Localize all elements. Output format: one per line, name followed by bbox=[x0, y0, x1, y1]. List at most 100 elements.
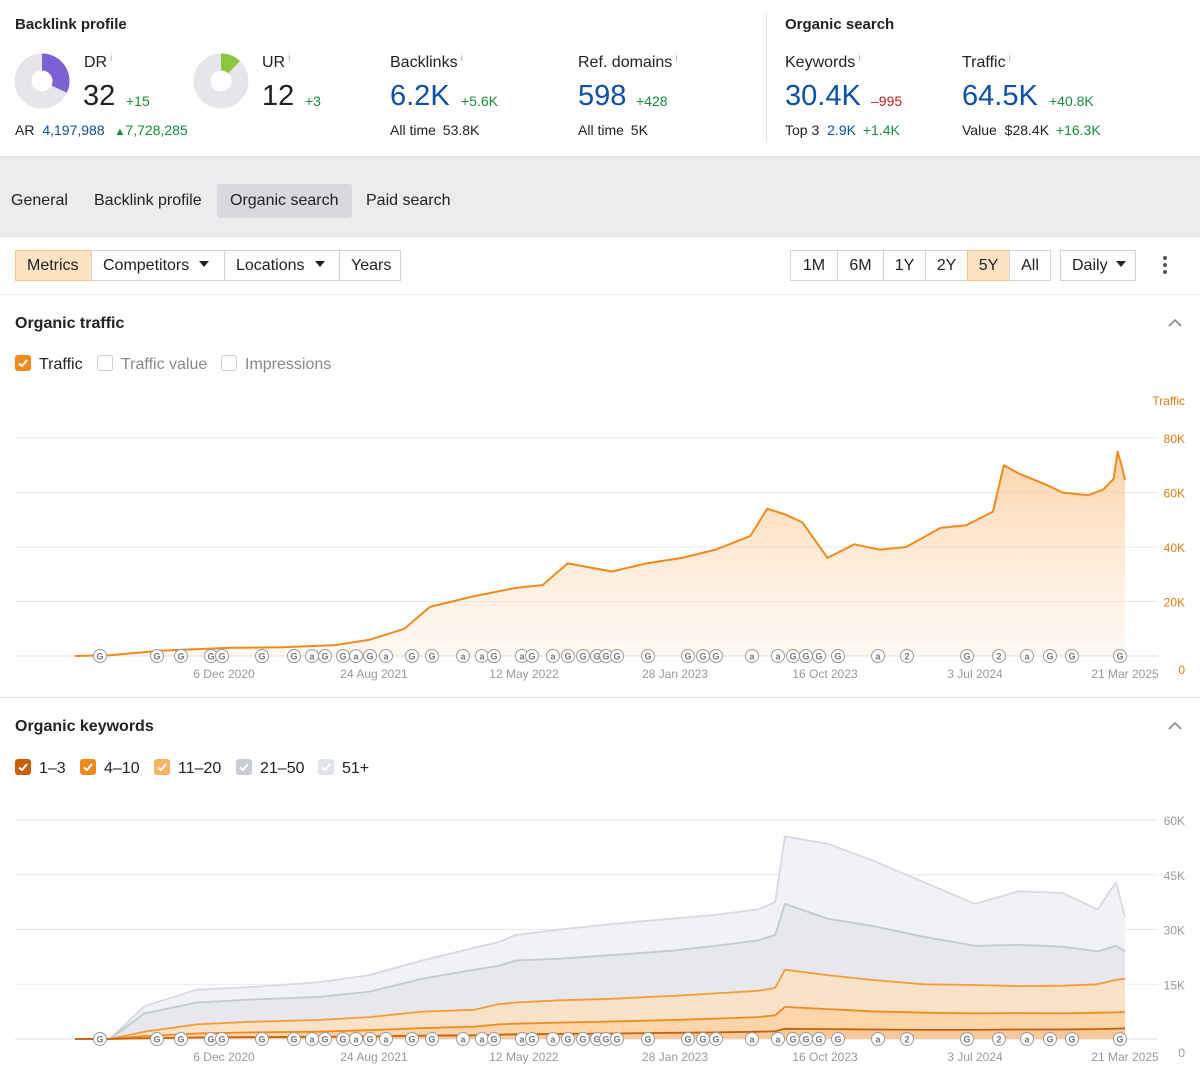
collapse-chevron-icon[interactable] bbox=[1168, 316, 1182, 330]
ar-value[interactable]: 4,197,988 bbox=[42, 122, 105, 138]
range-5y-button[interactable]: 5Y bbox=[967, 250, 1010, 281]
dr-label[interactable]: DR i bbox=[84, 53, 113, 71]
google-update-marker: G bbox=[204, 649, 218, 663]
ahrefs-annotation-marker: a bbox=[1020, 1032, 1034, 1046]
google-update-marker: G bbox=[1065, 1032, 1079, 1046]
range-2y-button[interactable]: 2Y bbox=[925, 250, 968, 281]
traffic-value[interactable]: 64.5K bbox=[962, 80, 1038, 112]
svg-text:2: 2 bbox=[996, 1035, 1001, 1045]
metrics-button[interactable]: Metrics bbox=[15, 250, 92, 281]
google-update-marker: G bbox=[599, 1032, 613, 1046]
google-update-marker: G bbox=[93, 1032, 107, 1046]
legend-traffic-checkbox[interactable]: Traffic bbox=[15, 355, 83, 375]
y-tick-label: 60K bbox=[1164, 814, 1185, 828]
google-update-marker: G bbox=[709, 1032, 723, 1046]
legend-pos-21-50-checkbox[interactable]: 21–50 bbox=[236, 759, 305, 779]
ref-domains-label[interactable]: Ref. domains i bbox=[578, 53, 678, 71]
google-update-marker: G bbox=[487, 1032, 501, 1046]
series-51-plus-line bbox=[75, 835, 1126, 1040]
legend-pos-11-20-checkbox[interactable]: 11–20 bbox=[154, 759, 221, 779]
google-update-marker: G bbox=[576, 649, 590, 663]
ref-domains-value[interactable]: 598 bbox=[578, 80, 627, 112]
y-tick-label: 60K bbox=[1164, 487, 1185, 501]
info-icon[interactable]: i bbox=[858, 53, 861, 64]
svg-text:G: G bbox=[579, 652, 586, 662]
backlinks-label[interactable]: Backlinks i bbox=[390, 53, 463, 71]
range-1m-button[interactable]: 1M bbox=[790, 250, 838, 281]
svg-text:a: a bbox=[353, 1035, 359, 1045]
svg-text:G: G bbox=[815, 1035, 822, 1045]
ar-row: AR 4,197,988 ▲7,728,285 bbox=[15, 122, 188, 138]
tab-organic-search[interactable]: Organic search bbox=[217, 184, 352, 218]
info-icon[interactable]: i bbox=[675, 53, 678, 64]
traffic-line bbox=[74, 450, 1126, 657]
years-button[interactable]: Years bbox=[339, 250, 401, 281]
ahrefs-annotation-marker: a bbox=[456, 649, 470, 663]
range-1y-button[interactable]: 1Y bbox=[883, 250, 926, 281]
tab-paid-search[interactable]: Paid search bbox=[366, 192, 451, 209]
checkbox-checked-icon bbox=[236, 759, 252, 775]
legend-pos-1-3-checkbox[interactable]: 1–3 bbox=[15, 759, 66, 779]
legend-traffic-value-checkbox[interactable]: Traffic value bbox=[97, 355, 207, 375]
google-update-marker: G bbox=[709, 649, 723, 663]
google-update-marker: G bbox=[425, 649, 439, 663]
google-update-marker: G bbox=[336, 649, 350, 663]
granularity-dropdown[interactable]: Daily bbox=[1060, 250, 1136, 281]
svg-text:G: G bbox=[177, 652, 184, 662]
competitors-dropdown[interactable]: Competitors bbox=[91, 250, 225, 281]
google-update-marker: G bbox=[363, 649, 377, 663]
keywords-top3-value[interactable]: 2.9K bbox=[827, 122, 856, 138]
svg-text:a: a bbox=[479, 1035, 485, 1045]
svg-text:G: G bbox=[1068, 1035, 1075, 1045]
svg-text:a: a bbox=[875, 1035, 881, 1045]
info-icon[interactable]: i bbox=[288, 53, 291, 64]
caret-down-icon bbox=[1115, 261, 1126, 267]
tab-general[interactable]: General bbox=[11, 192, 68, 209]
google-update-marker: G bbox=[831, 649, 845, 663]
traffic-label[interactable]: Traffic i bbox=[962, 53, 1011, 71]
range-6m-button[interactable]: 6M bbox=[837, 250, 884, 281]
svg-text:G: G bbox=[802, 652, 809, 662]
google-update-marker: G bbox=[287, 1032, 301, 1046]
svg-text:a: a bbox=[875, 652, 881, 662]
svg-text:G: G bbox=[366, 1035, 373, 1045]
backlinks-value[interactable]: 6.2K bbox=[390, 80, 450, 112]
info-icon[interactable]: i bbox=[1008, 53, 1011, 64]
ahrefs-annotation-marker: a bbox=[546, 1032, 560, 1046]
organic-search-title: Organic search bbox=[785, 16, 895, 33]
info-icon[interactable]: i bbox=[110, 53, 113, 64]
google-update-marker: G bbox=[215, 1032, 229, 1046]
collapse-chevron-icon[interactable] bbox=[1168, 719, 1182, 733]
more-options-icon[interactable] bbox=[1158, 256, 1172, 276]
ahrefs-annotation-marker: a bbox=[745, 1032, 759, 1046]
multi-annotation-marker: 2 bbox=[992, 649, 1006, 663]
info-icon[interactable]: i bbox=[460, 53, 463, 64]
backlinks-alltime: All time 53.8K bbox=[390, 122, 480, 138]
svg-text:a: a bbox=[460, 652, 466, 662]
ur-label[interactable]: UR i bbox=[262, 53, 291, 71]
checkbox-checked-icon bbox=[80, 759, 96, 775]
svg-text:G: G bbox=[564, 652, 571, 662]
svg-text:G: G bbox=[408, 652, 415, 662]
locations-dropdown[interactable]: Locations bbox=[224, 250, 340, 281]
legend-impressions-checkbox[interactable]: Impressions bbox=[221, 355, 331, 375]
svg-text:G: G bbox=[602, 1035, 609, 1045]
range-all-button[interactable]: All bbox=[1009, 250, 1051, 281]
svg-text:a: a bbox=[519, 1035, 525, 1045]
svg-text:G: G bbox=[834, 652, 841, 662]
google-update-marker: G bbox=[1043, 1032, 1057, 1046]
google-update-marker: G bbox=[576, 1032, 590, 1046]
svg-text:a: a bbox=[550, 652, 556, 662]
svg-text:G: G bbox=[490, 1035, 497, 1045]
svg-text:G: G bbox=[321, 1035, 328, 1045]
legend-pos-4-10-checkbox[interactable]: 4–10 bbox=[80, 759, 140, 779]
tab-backlink-profile[interactable]: Backlink profile bbox=[94, 192, 202, 209]
keywords-value[interactable]: 30.4K bbox=[785, 80, 861, 112]
legend-pos-51-plus-checkbox[interactable]: 51+ bbox=[318, 759, 369, 779]
checkbox-checked-icon bbox=[318, 759, 334, 775]
keywords-label[interactable]: Keywords i bbox=[785, 53, 861, 71]
organic-traffic-title: Organic traffic bbox=[15, 315, 125, 332]
google-update-marker: G bbox=[318, 1032, 332, 1046]
